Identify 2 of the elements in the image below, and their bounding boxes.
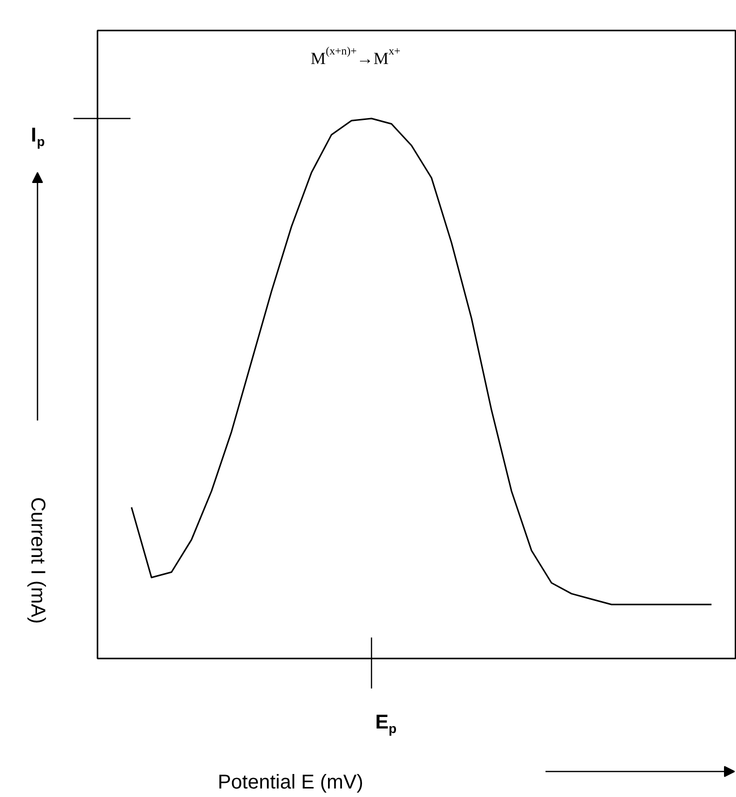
y-axis-title: Current I (mA) [26, 497, 48, 624]
text: Potential E (mV) [218, 772, 364, 794]
